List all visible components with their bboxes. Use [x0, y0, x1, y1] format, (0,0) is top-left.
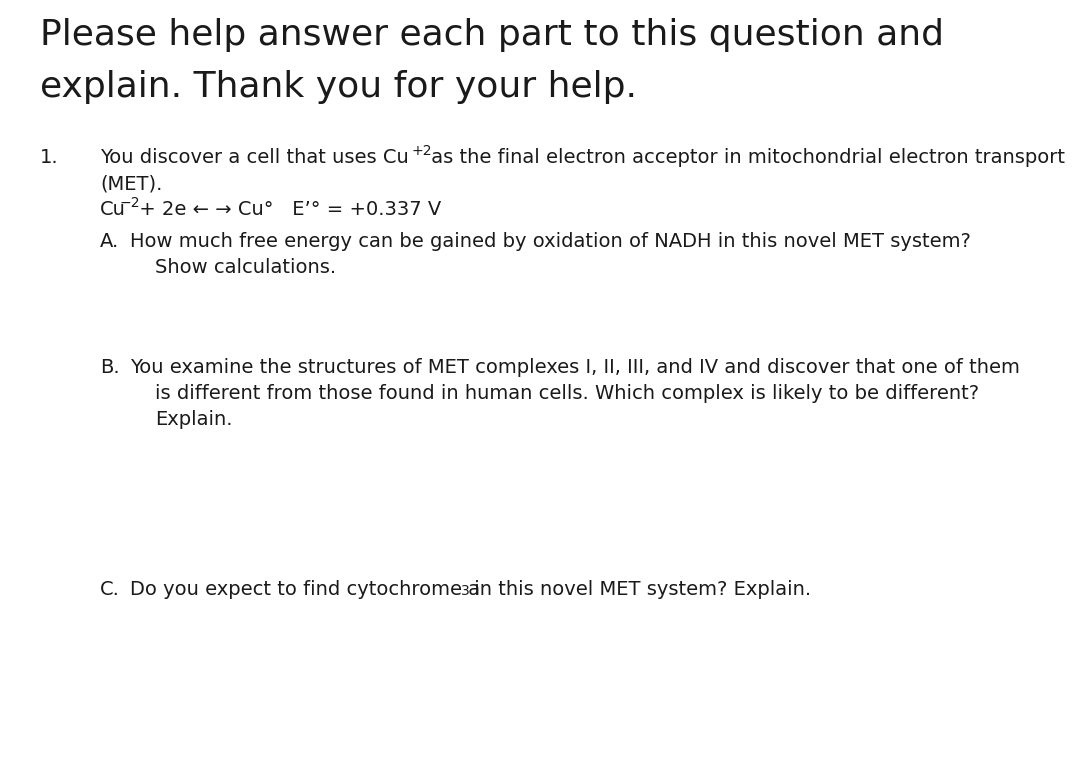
Text: C.: C. [100, 580, 120, 599]
Text: −2: −2 [120, 196, 140, 210]
Text: How much free energy can be gained by oxidation of NADH in this novel MET system: How much free energy can be gained by ox… [130, 232, 971, 251]
Text: You examine the structures of MET complexes I, II, III, and IV and discover that: You examine the structures of MET comple… [130, 358, 1020, 377]
Text: explain. Thank you for your help.: explain. Thank you for your help. [40, 70, 637, 104]
Text: A.: A. [100, 232, 119, 251]
Text: 1.: 1. [40, 148, 58, 167]
Text: Explain.: Explain. [156, 410, 232, 429]
Text: You discover a cell that uses Cu: You discover a cell that uses Cu [100, 148, 408, 167]
Text: +2: +2 [411, 144, 432, 158]
Text: + 2e ← → Cu°   E’° = +0.337 V: + 2e ← → Cu° E’° = +0.337 V [134, 200, 442, 219]
Text: B.: B. [100, 358, 120, 377]
Text: 3: 3 [460, 584, 470, 598]
Text: Please help answer each part to this question and: Please help answer each part to this que… [40, 18, 944, 52]
Text: Do you expect to find cytochrome a: Do you expect to find cytochrome a [130, 580, 481, 599]
Text: Show calculations.: Show calculations. [156, 258, 336, 277]
Text: is different from those found in human cells. Which complex is likely to be diff: is different from those found in human c… [156, 384, 980, 403]
Text: in this novel MET system? Explain.: in this novel MET system? Explain. [468, 580, 811, 599]
Text: Cu: Cu [100, 200, 126, 219]
Text: as the final electron acceptor in mitochondrial electron transport: as the final electron acceptor in mitoch… [426, 148, 1065, 167]
Text: (MET).: (MET). [100, 174, 162, 193]
